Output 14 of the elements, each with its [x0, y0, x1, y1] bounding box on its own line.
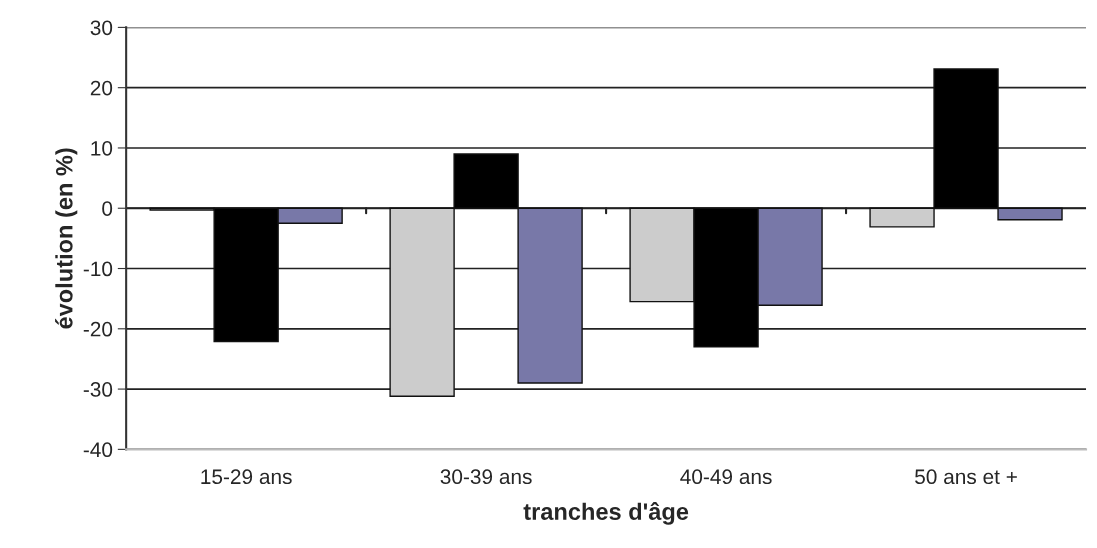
x-tick-label: 15-29 ans: [201, 469, 292, 485]
y-tick-label: -10: [83, 261, 113, 277]
x-tick-label: 40-49 ans: [680, 469, 772, 485]
y-tick-label: -40: [83, 442, 113, 458]
x-tick-label: 30-39 ans: [440, 469, 532, 485]
y-tick-label: 10: [91, 140, 113, 156]
x-axis-title: tranches d'âge: [523, 502, 689, 525]
y-tick-label: -30: [83, 382, 113, 397]
y-axis-title: évolution (en %): [55, 148, 78, 329]
x-tick-label: 50 ans et +: [915, 469, 1017, 485]
y-tick-label: 30: [90, 20, 113, 36]
y-tick-label: 20: [90, 80, 113, 96]
y-tick-label: 0: [102, 201, 113, 216]
y-tick-label: -20: [83, 321, 113, 337]
